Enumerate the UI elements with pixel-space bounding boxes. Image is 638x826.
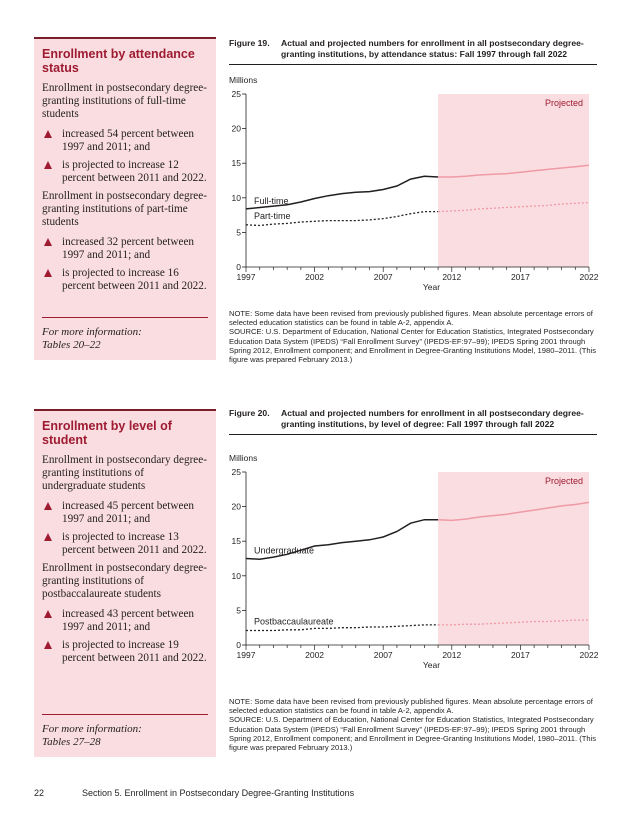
list-item: increased 32 percent between 1997 and 20…: [42, 236, 208, 262]
y-tick-label: 20: [232, 502, 242, 512]
sidebar-bullets: increased 43 percent between 1997 and 20…: [42, 608, 208, 665]
x-tick-label: 2012: [442, 650, 461, 660]
list-item: is projected to increase 12 percent betw…: [42, 159, 208, 185]
line-chart: Projected 0 5 10 15 20 25 1997 2002 2007 2012 2017 2…: [229, 453, 599, 670]
figure-rule: [229, 64, 597, 65]
series-label: Undergraduate: [254, 546, 314, 556]
series-line-actual: [246, 624, 439, 632]
figure-note: NOTE: Some data have been revised from p…: [229, 309, 601, 364]
series-line-projected: [438, 619, 589, 626]
list-item: is projected to increase 19 percent betw…: [42, 639, 208, 665]
sidebar-attendance: Enrollment by attendance status Enrollme…: [34, 37, 216, 360]
sidebar-intro: Enrollment in postsecondary degree-grant…: [42, 562, 207, 600]
y-tick-label: 0: [236, 262, 241, 272]
x-tick-label: 2022: [580, 650, 599, 660]
x-tick-label: 2017: [511, 272, 530, 282]
y-tick-label: 10: [232, 571, 242, 581]
projected-region: [438, 94, 589, 267]
page-footer: 22 Section 5. Enrollment in Postsecondary…: [34, 788, 354, 798]
list-item: is projected to increase 16 percent betw…: [42, 267, 208, 293]
triangle-bullet-icon: [44, 269, 52, 277]
triangle-bullet-icon: [44, 533, 52, 541]
series-line-projected: [438, 164, 590, 178]
figure-20-chart: Projected 0 5 10 15 20 25 1997 2002 2007 2012 2017 2…: [229, 450, 601, 685]
series-line-projected: [438, 201, 590, 213]
sidebar-bullets: increased 54 percent between 1997 and 20…: [42, 128, 208, 185]
figure-title: Figure 20. Actual and projected numbers …: [229, 408, 609, 430]
figure-caption: Actual and projected numbers for enrollm…: [281, 38, 584, 59]
page-number: 22: [34, 788, 45, 798]
sidebar-bullets: increased 45 percent between 1997 and 20…: [42, 500, 208, 557]
y-tick-label: 5: [236, 605, 241, 615]
series-label: Postbaccaulaureate: [254, 616, 334, 626]
series-line-actual: [245, 210, 439, 227]
list-item: increased 43 percent between 1997 and 20…: [42, 608, 208, 634]
x-tick-label: 2022: [580, 272, 599, 282]
triangle-bullet-icon: [44, 641, 52, 649]
figure-title: Figure 19. Actual and projected numbers …: [229, 38, 609, 60]
figure-note: NOTE: Some data have been revised from p…: [229, 697, 601, 752]
more-info-label: For more information:: [42, 326, 142, 338]
y-tick-label: 25: [232, 89, 242, 99]
y-tick-label: 15: [232, 536, 242, 546]
sidebar-level: Enrollment by level of student Enrollmen…: [34, 409, 216, 757]
more-info-label: For more information:: [42, 723, 142, 735]
x-tick-label: 2007: [374, 272, 393, 282]
figure-label: Figure 19.: [229, 38, 270, 48]
series-line-projected: [438, 501, 590, 522]
source-text: SOURCE: U.S. Department of Education, Na…: [229, 327, 597, 365]
y-tick-label: 5: [236, 227, 241, 237]
list-item: is projected to increase 13 percent betw…: [42, 531, 208, 557]
x-tick-label: 2002: [305, 272, 324, 282]
projected-region: [438, 472, 589, 645]
list-item: increased 45 percent between 1997 and 20…: [42, 500, 208, 526]
projected-label: Projected: [545, 98, 583, 108]
figure-19-chart: Projected 0 5 10 15 20 25 1997 2002 2007 2012 2017 2…: [229, 72, 601, 307]
more-info-tables: Tables 20–22: [42, 339, 101, 351]
x-axis-label: Year: [423, 660, 440, 670]
sidebar-intro: Enrollment in postsecondary degree-grant…: [42, 190, 207, 228]
sidebar-intro: Enrollment in postsecondary degree-grant…: [42, 454, 207, 492]
source-text: SOURCE: U.S. Department of Education, Na…: [229, 715, 597, 753]
x-tick-label: 1997: [237, 272, 256, 282]
x-tick-label: 2012: [442, 272, 461, 282]
figure-label: Figure 20.: [229, 408, 270, 418]
y-tick-label: 10: [232, 193, 242, 203]
y-axis-label: Millions: [229, 75, 257, 85]
series-label: Part-time: [254, 211, 291, 221]
projected-label: Projected: [545, 476, 583, 486]
y-tick-label: 25: [232, 467, 242, 477]
sidebar-intro: Enrollment in postsecondary degree-grant…: [42, 82, 207, 120]
note-text: NOTE: Some data have been revised from p…: [229, 309, 593, 328]
triangle-bullet-icon: [44, 161, 52, 169]
triangle-bullet-icon: [44, 502, 52, 510]
series-line-actual: [245, 175, 439, 210]
section-title: Section 5. Enrollment in Postsecondary D…: [82, 788, 355, 798]
list-item: increased 54 percent between 1997 and 20…: [42, 128, 208, 154]
y-tick-label: 20: [232, 124, 242, 134]
y-tick-label: 15: [232, 158, 242, 168]
more-information: For more information: Tables 27–28: [42, 714, 208, 749]
y-axis-label: Millions: [229, 453, 257, 463]
y-tick-label: 0: [236, 640, 241, 650]
series-label: Full-time: [254, 196, 289, 206]
x-tick-label: 1997: [237, 650, 256, 660]
more-info-tables: Tables 27–28: [42, 736, 101, 748]
triangle-bullet-icon: [44, 610, 52, 618]
triangle-bullet-icon: [44, 130, 52, 138]
note-text: NOTE: Some data have been revised from p…: [229, 697, 593, 716]
series-line-actual: [245, 518, 439, 560]
x-axis-label: Year: [423, 282, 440, 292]
x-tick-label: 2002: [305, 650, 324, 660]
figure-rule: [229, 434, 597, 435]
triangle-bullet-icon: [44, 238, 52, 246]
sidebar-bullets: increased 32 percent between 1997 and 20…: [42, 236, 208, 293]
x-tick-label: 2017: [511, 650, 530, 660]
more-information: For more information: Tables 20–22: [42, 317, 208, 352]
sidebar-heading: Enrollment by attendance status: [42, 47, 195, 75]
sidebar-heading: Enrollment by level of student: [42, 419, 172, 447]
x-tick-label: 2007: [374, 650, 393, 660]
figure-caption: Actual and projected numbers for enrollm…: [281, 408, 584, 429]
line-chart: Projected 0 5 10 15 20 25 1997 2002 2007 2012 2017 2…: [229, 75, 599, 292]
